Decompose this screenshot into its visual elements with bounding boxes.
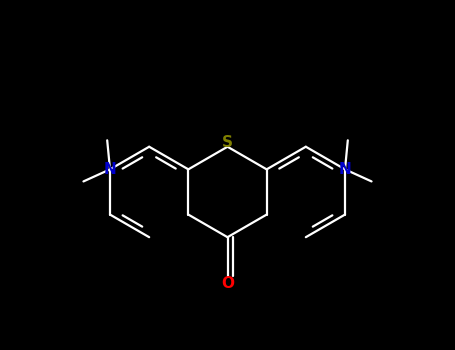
Text: S: S bbox=[222, 135, 233, 150]
Text: N: N bbox=[339, 162, 351, 177]
Text: N: N bbox=[104, 162, 116, 177]
Text: O: O bbox=[221, 276, 234, 291]
